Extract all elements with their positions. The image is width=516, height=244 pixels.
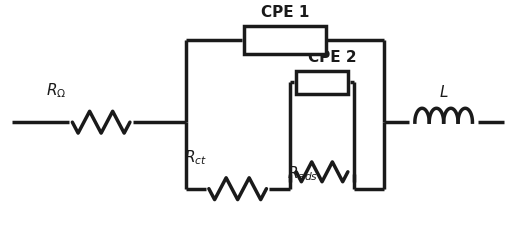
Text: $R_{ct}$: $R_{ct}$ [184, 148, 207, 167]
Text: CPE 2: CPE 2 [308, 50, 356, 65]
Text: CPE 1: CPE 1 [261, 5, 309, 20]
Text: $R_{ads}$: $R_{ads}$ [286, 164, 318, 183]
Bar [296, 71, 348, 94]
Text: $L$: $L$ [439, 84, 448, 100]
Text: $R_{\Omega}$: $R_{\Omega}$ [46, 82, 67, 100]
Bar [244, 26, 326, 54]
